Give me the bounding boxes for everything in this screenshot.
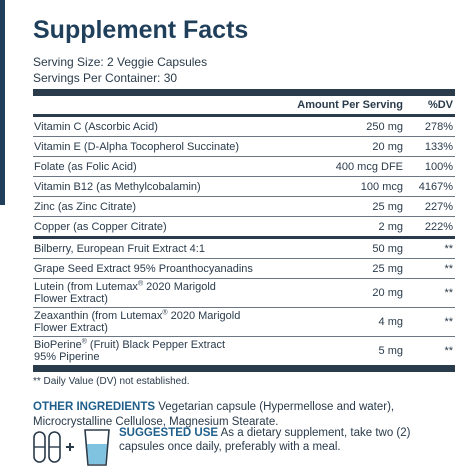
nutrient-dv: **	[444, 287, 453, 299]
nutrient-dv: 278%	[424, 120, 453, 133]
nutrient-name: Lutein (from Lutemax® 2020 Marigold Flowe…	[34, 280, 216, 305]
nutrient-name: BioPerine® (Fruit) Black Pepper Extract 9…	[34, 338, 226, 363]
capsule-icon	[48, 431, 61, 463]
nutrient-name: Vitamin C (Ascorbic Acid)	[34, 120, 158, 133]
extract-rows: Bilberry, European Fruit Extract 4:1 50 …	[33, 239, 455, 365]
nutrient-name: Bilberry, European Fruit Extract 4:1	[34, 242, 205, 255]
nutrient-amount: 2 mg	[378, 220, 403, 233]
nutrient-amount: 100 mcg	[360, 180, 403, 193]
table-row: Grape Seed Extract 95% Proanthocyanadins…	[33, 258, 455, 278]
suggested-use-body: As a dietary supplement, take two (2) ca…	[119, 427, 411, 453]
nutrient-dv: **	[444, 316, 453, 328]
dv-footnote: ** Daily Value (DV) not established.	[33, 376, 190, 387]
table-row: Zeaxanthin (from Lutemax® 2020 Marigold F…	[33, 307, 455, 336]
table-row: Bilberry, European Fruit Extract 4:1 50 …	[33, 239, 455, 258]
table-row: Vitamin E (D-Alpha Tocopherol Succinate)…	[33, 136, 455, 156]
nutrient-name: Grape Seed Extract 95% Proanthocyanadins	[34, 262, 253, 275]
table-row: BioPerine® (Fruit) Black Pepper Extract 9…	[33, 336, 455, 365]
panel-title: Supplement Facts	[33, 16, 249, 44]
nutrient-amount: 20 mg	[372, 287, 403, 299]
nutrient-dv: 133%	[424, 140, 453, 153]
vitamin-rows: Vitamin C (Ascorbic Acid) 250 mg 278% Vi…	[33, 117, 455, 236]
nutrient-name: Vitamin E (D-Alpha Tocopherol Succinate)	[34, 140, 240, 153]
table-row: Folate (as Folic Acid) 400 mcg DFE 100%	[33, 156, 455, 176]
plus-icon	[66, 443, 74, 451]
nutrient-name: Vitamin B12 (as Methylcobalamin)	[34, 180, 201, 193]
bottom-heavy-rule	[33, 365, 455, 372]
table-row: Vitamin B12 (as Methylcobalamin) 100 mcg…	[33, 176, 455, 196]
nutrient-dv: 222%	[424, 220, 453, 233]
suggested-use-label: SUGGESTED USE	[119, 427, 219, 439]
supplement-facts-panel: Supplement Facts Serving Size: 2 Veggie …	[33, 0, 455, 430]
nutrient-name: Zinc (as Zinc Citrate)	[34, 200, 137, 213]
nutrient-name: Folate (as Folic Acid)	[34, 160, 137, 173]
other-ingredients: OTHER INGREDIENTS Vegetarian capsule (Hy…	[33, 400, 455, 430]
nutrient-name: Zeaxanthin (from Lutemax® 2020 Marigold F…	[34, 309, 241, 334]
nutrient-amount: 25 mg	[372, 262, 403, 275]
nutrient-amount: 50 mg	[372, 242, 403, 255]
table-row: Vitamin C (Ascorbic Acid) 250 mg 278%	[33, 117, 455, 136]
section-rule	[33, 236, 455, 239]
nutrient-amount: 400 mcg DFE	[335, 160, 403, 173]
nutrient-amount: 4 mg	[378, 316, 403, 328]
side-accent-bar	[0, 0, 5, 205]
water-glass-icon	[84, 429, 110, 466]
other-ingredients-text: Vegetarian capsule (Hypermellose and wat…	[33, 401, 395, 428]
nutrient-dv: **	[444, 262, 453, 275]
dosage-icons	[33, 429, 110, 466]
dv-header: %DV	[427, 99, 453, 111]
registered-mark: ®	[162, 309, 168, 317]
nutrient-amount: 5 mg	[378, 345, 403, 357]
nutrient-dv: 227%	[424, 200, 453, 213]
suggested-use-text: SUGGESTED USE As a dietary supplement, t…	[119, 426, 449, 454]
capsule-icon	[33, 431, 46, 463]
suggested-use-section: SUGGESTED USE As a dietary supplement, t…	[33, 420, 455, 470]
amount-header: Amount Per Serving	[297, 99, 403, 111]
serving-size: Serving Size: 2 Veggie Capsules	[33, 55, 208, 69]
nutrient-dv: 100%	[424, 160, 453, 173]
table-header: Amount Per Serving %DV	[33, 96, 455, 114]
nutrient-dv: **	[444, 345, 453, 357]
nutrient-dv: 4167%	[418, 180, 453, 193]
header-rule	[33, 114, 455, 117]
table-row: Copper (as Copper Citrate) 2 mg 222%	[33, 216, 455, 236]
registered-mark: ®	[81, 338, 87, 346]
nutrient-dv: **	[444, 242, 453, 255]
table-row: Lutein (from Lutemax® 2020 Marigold Flowe…	[33, 278, 455, 307]
nutrient-amount: 20 mg	[372, 140, 403, 153]
nutrient-name: Copper (as Copper Citrate)	[34, 220, 167, 233]
registered-mark: ®	[137, 280, 144, 288]
nutrient-amount: 250 mg	[366, 120, 403, 133]
nutrient-amount: 25 mg	[372, 200, 403, 213]
servings-per-container: Servings Per Container: 30	[33, 71, 178, 85]
table-row: Zinc (as Zinc Citrate) 25 mg 227%	[33, 196, 455, 216]
other-ingredients-label: OTHER INGREDIENTS	[33, 401, 156, 413]
heavy-rule	[33, 89, 455, 96]
